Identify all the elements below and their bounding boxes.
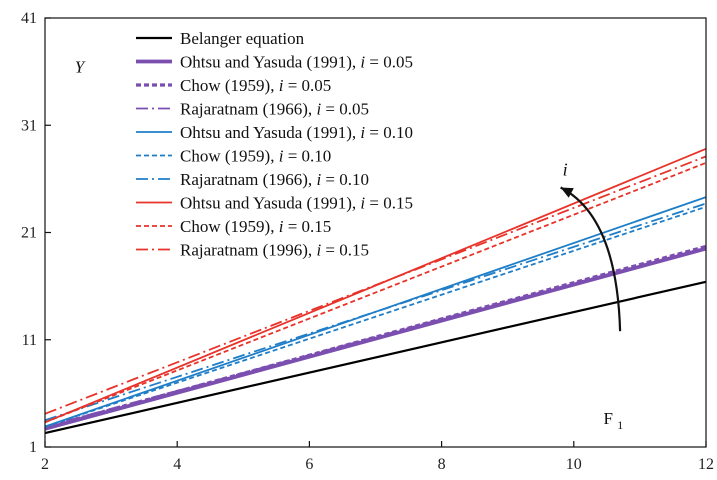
- legend-label-2: Chow (1959), i = 0.05: [180, 76, 331, 95]
- y-tick-label: 31: [21, 117, 37, 134]
- series-line-1: [44, 246, 707, 431]
- legend-label-prefix: Ohtsu and Yasuda (1991),: [180, 194, 360, 213]
- legend-label-5: Chow (1959), i = 0.10: [180, 147, 331, 166]
- legend-label-value: = 0.15: [365, 194, 413, 213]
- trend-arrow: [560, 186, 622, 332]
- series-line-9: [44, 155, 707, 415]
- series-line-5: [44, 205, 707, 428]
- plot-series: [44, 147, 707, 435]
- y-tick-label: 21: [21, 225, 37, 242]
- legend-label-value: = 0.05: [365, 53, 413, 72]
- x-axis-label-main: F: [604, 409, 613, 428]
- legend-label-symbol: i: [360, 123, 365, 142]
- legend-label-value: = 0.10: [365, 123, 413, 142]
- legend-label-prefix: Chow (1959),: [180, 76, 279, 95]
- series-line-3: [44, 246, 707, 428]
- legend-label-symbol: i: [316, 170, 321, 189]
- legend-label-prefix: Rajaratnam (1966),: [180, 100, 316, 119]
- x-tick-label: 8: [438, 456, 446, 473]
- trend-annotation-label: i: [563, 159, 568, 179]
- x-tick-label: 12: [698, 456, 714, 473]
- y-tick-label: 41: [21, 10, 37, 27]
- x-axis-label-subscript: 1: [617, 418, 623, 432]
- legend-label-prefix: Ohtsu and Yasuda (1991),: [180, 53, 360, 72]
- y-axis-label: Y: [75, 57, 86, 76]
- trend-arrow-head: [560, 187, 574, 198]
- legend-label-value: = 0.05: [283, 76, 331, 95]
- legend-label-9: Rajaratnam (1996), i = 0.15: [180, 241, 369, 260]
- y-tick-label: 1: [29, 439, 37, 456]
- legend-label-prefix: Chow (1959),: [180, 217, 279, 236]
- legend-label-prefix: Ohtsu and Yasuda (1991),: [180, 123, 360, 142]
- series-line-6: [44, 202, 707, 422]
- legend-label-symbol: i: [279, 217, 284, 236]
- x-tick-label: 10: [566, 456, 582, 473]
- legend-label-prefix: Chow (1959),: [180, 147, 279, 166]
- x-tick-label: 2: [41, 456, 49, 473]
- legend-label-prefix: Rajaratnam (1996),: [180, 241, 316, 260]
- legend-label-0: Belanger equation: [180, 29, 305, 48]
- legend-label-3: Rajaratnam (1966), i = 0.05: [180, 100, 369, 119]
- legend-label-symbol: i: [316, 241, 321, 260]
- legend-label-symbol: i: [360, 53, 365, 72]
- legend-label-value: = 0.15: [321, 241, 369, 260]
- legend-label-8: Chow (1959), i = 0.15: [180, 217, 331, 236]
- legend-label-6: Rajaratnam (1966), i = 0.10: [180, 170, 369, 189]
- legend-label-value: = 0.10: [283, 147, 331, 166]
- legend-label-value: = 0.15: [283, 217, 331, 236]
- legend-label-symbol: i: [316, 100, 321, 119]
- legend-label-value: = 0.10: [321, 170, 369, 189]
- legend-label-7: Ohtsu and Yasuda (1991), i = 0.15: [180, 194, 413, 213]
- x-tick-label: 4: [173, 456, 181, 473]
- legend-label-4: Ohtsu and Yasuda (1991), i = 0.10: [180, 123, 413, 142]
- legend: Belanger equation Ohtsu and Yasuda (1991)…: [136, 29, 413, 260]
- legend-label-value: = 0.05: [321, 100, 369, 119]
- y-tick-label: 11: [22, 332, 37, 349]
- x-axis-label: F 1: [604, 409, 624, 432]
- trend-annotation: i: [560, 159, 622, 332]
- series-line-8: [44, 161, 707, 424]
- legend-label-1: Ohtsu and Yasuda (1991), i = 0.05: [180, 53, 413, 72]
- series-line-0: [44, 280, 707, 435]
- legend-label-symbol: i: [360, 194, 365, 213]
- legend-label-prefix: Rajaratnam (1966),: [180, 170, 316, 189]
- legend-label-symbol: i: [279, 76, 284, 95]
- legend-label-symbol: i: [279, 147, 284, 166]
- x-tick-label: 6: [305, 456, 313, 473]
